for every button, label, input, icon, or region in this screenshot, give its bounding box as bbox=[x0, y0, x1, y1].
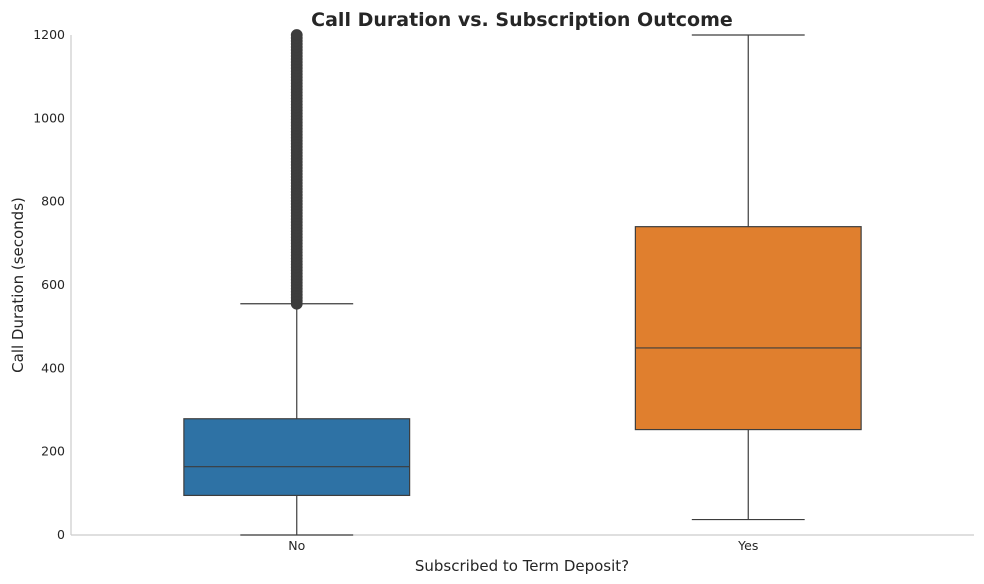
box-series bbox=[183, 29, 862, 536]
y-tick-label: 1000 bbox=[33, 110, 65, 125]
y-axis-label: Call Duration (seconds) bbox=[9, 197, 27, 373]
x-axis-ticks: No Yes bbox=[288, 538, 758, 553]
y-axis-ticks: 0 200 400 600 800 1000 1200 bbox=[33, 27, 65, 542]
x-tick-label: Yes bbox=[737, 538, 758, 553]
box-no bbox=[183, 29, 411, 536]
box-yes bbox=[634, 34, 862, 521]
iqr-box bbox=[634, 226, 862, 431]
x-tick-label: No bbox=[288, 538, 305, 553]
iqr-box bbox=[183, 418, 411, 497]
y-tick-label: 800 bbox=[41, 194, 65, 209]
outlier-point bbox=[290, 29, 303, 41]
y-tick-label: 400 bbox=[41, 360, 65, 375]
y-tick-label: 200 bbox=[41, 444, 65, 459]
outlier-points bbox=[290, 29, 303, 310]
y-tick-label: 0 bbox=[57, 527, 65, 542]
chart-title: Call Duration vs. Subscription Outcome bbox=[311, 9, 733, 31]
x-axis-label: Subscribed to Term Deposit? bbox=[415, 557, 629, 575]
y-tick-label: 1200 bbox=[33, 27, 65, 42]
y-tick-label: 600 bbox=[41, 277, 65, 292]
